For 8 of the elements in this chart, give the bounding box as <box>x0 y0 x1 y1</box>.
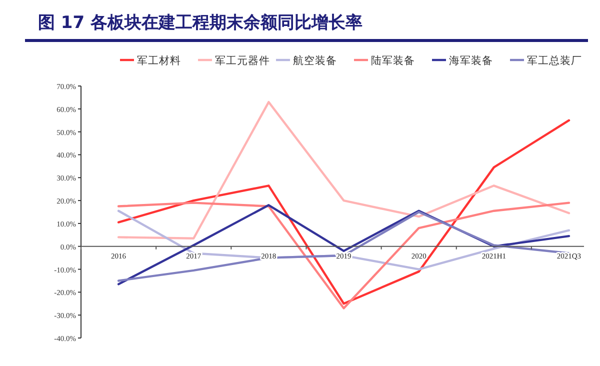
legend-label: 军工材料 <box>137 54 181 67</box>
legend-label: 陆军装备 <box>371 54 415 67</box>
legend-label: 航空装备 <box>293 54 337 67</box>
line-series <box>117 100 570 240</box>
legend-label: 军工总装厂 <box>527 54 582 67</box>
legend-label: 军工元器件 <box>215 55 270 67</box>
chart-title: 图 17 各板块在建工程期末余额同比增长率 <box>38 13 362 33</box>
legend-label: 海军装备 <box>449 54 493 67</box>
